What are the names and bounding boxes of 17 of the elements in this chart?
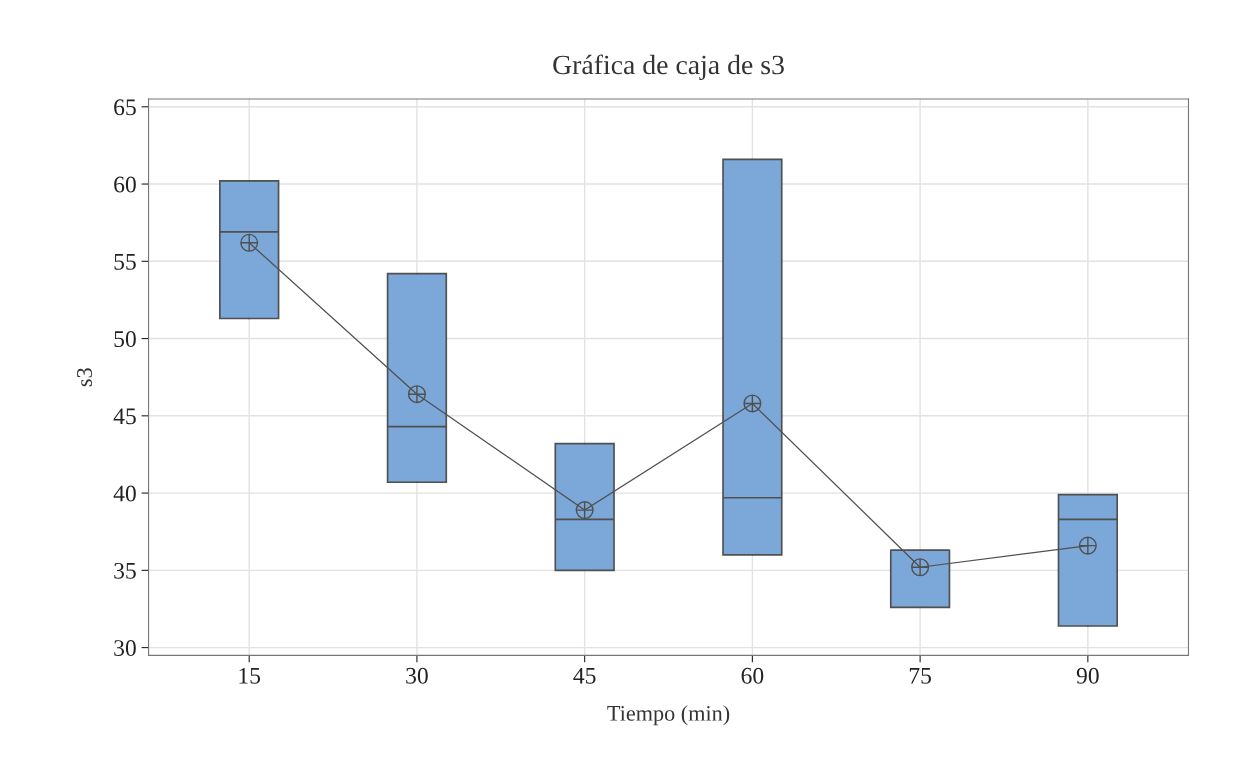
x-tick-label: 45 — [573, 667, 596, 684]
x-axis-title: Tiempo (min) — [607, 705, 730, 726]
x-tick-label: 75 — [909, 668, 931, 684]
chart-title: Gráfica de caja de s3 — [553, 54, 784, 80]
y-tick-label: 60 — [114, 176, 136, 193]
y-axis-title: s3 — [77, 368, 92, 387]
y-tick-label: 55 — [114, 254, 136, 270]
y-tick-label: 40 — [113, 485, 136, 502]
x-tick-label: 15 — [239, 667, 261, 684]
x-tick-label: 30 — [406, 667, 428, 684]
y-tick-label: 65 — [114, 99, 136, 116]
x-tick-label: 90 — [1076, 667, 1099, 684]
y-tick-label: 45 — [113, 408, 136, 425]
y-tick-label: 30 — [114, 640, 136, 657]
x-tick-label: 60 — [741, 667, 764, 684]
y-tick-label: 35 — [114, 562, 136, 579]
y-tick-label: 50 — [114, 331, 136, 347]
